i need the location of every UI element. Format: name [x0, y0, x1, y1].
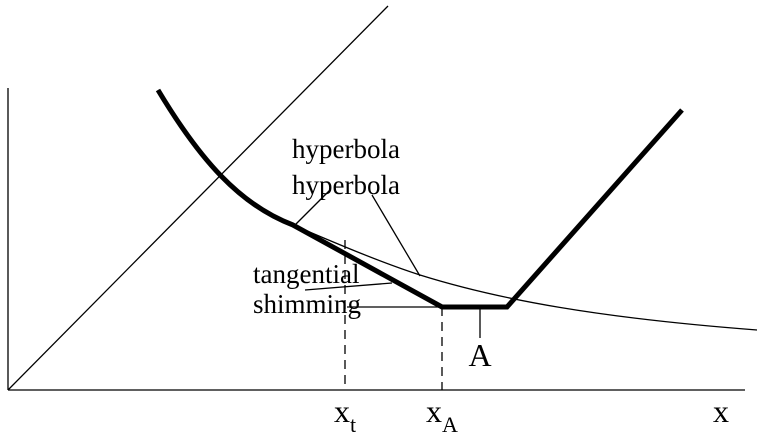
label-base: x — [426, 393, 442, 429]
annotation: A — [468, 337, 491, 373]
axis-label: xA — [426, 393, 458, 437]
leader-line — [304, 282, 393, 291]
leader-line — [371, 194, 421, 277]
shimming-curve — [155, 88, 684, 310]
diagonal-line — [7, 5, 389, 391]
label-sub: A — [442, 412, 458, 437]
axis-label: xt — [334, 393, 356, 437]
leader-line — [294, 189, 331, 226]
annotation: tangential — [253, 259, 359, 289]
annotation: hyperbola — [292, 170, 400, 200]
annotation: hyperbola — [292, 134, 400, 164]
annotation: shimming — [253, 289, 361, 319]
label-base: x — [334, 393, 350, 429]
axis-name: x — [713, 393, 729, 429]
label-sub: t — [350, 412, 356, 437]
